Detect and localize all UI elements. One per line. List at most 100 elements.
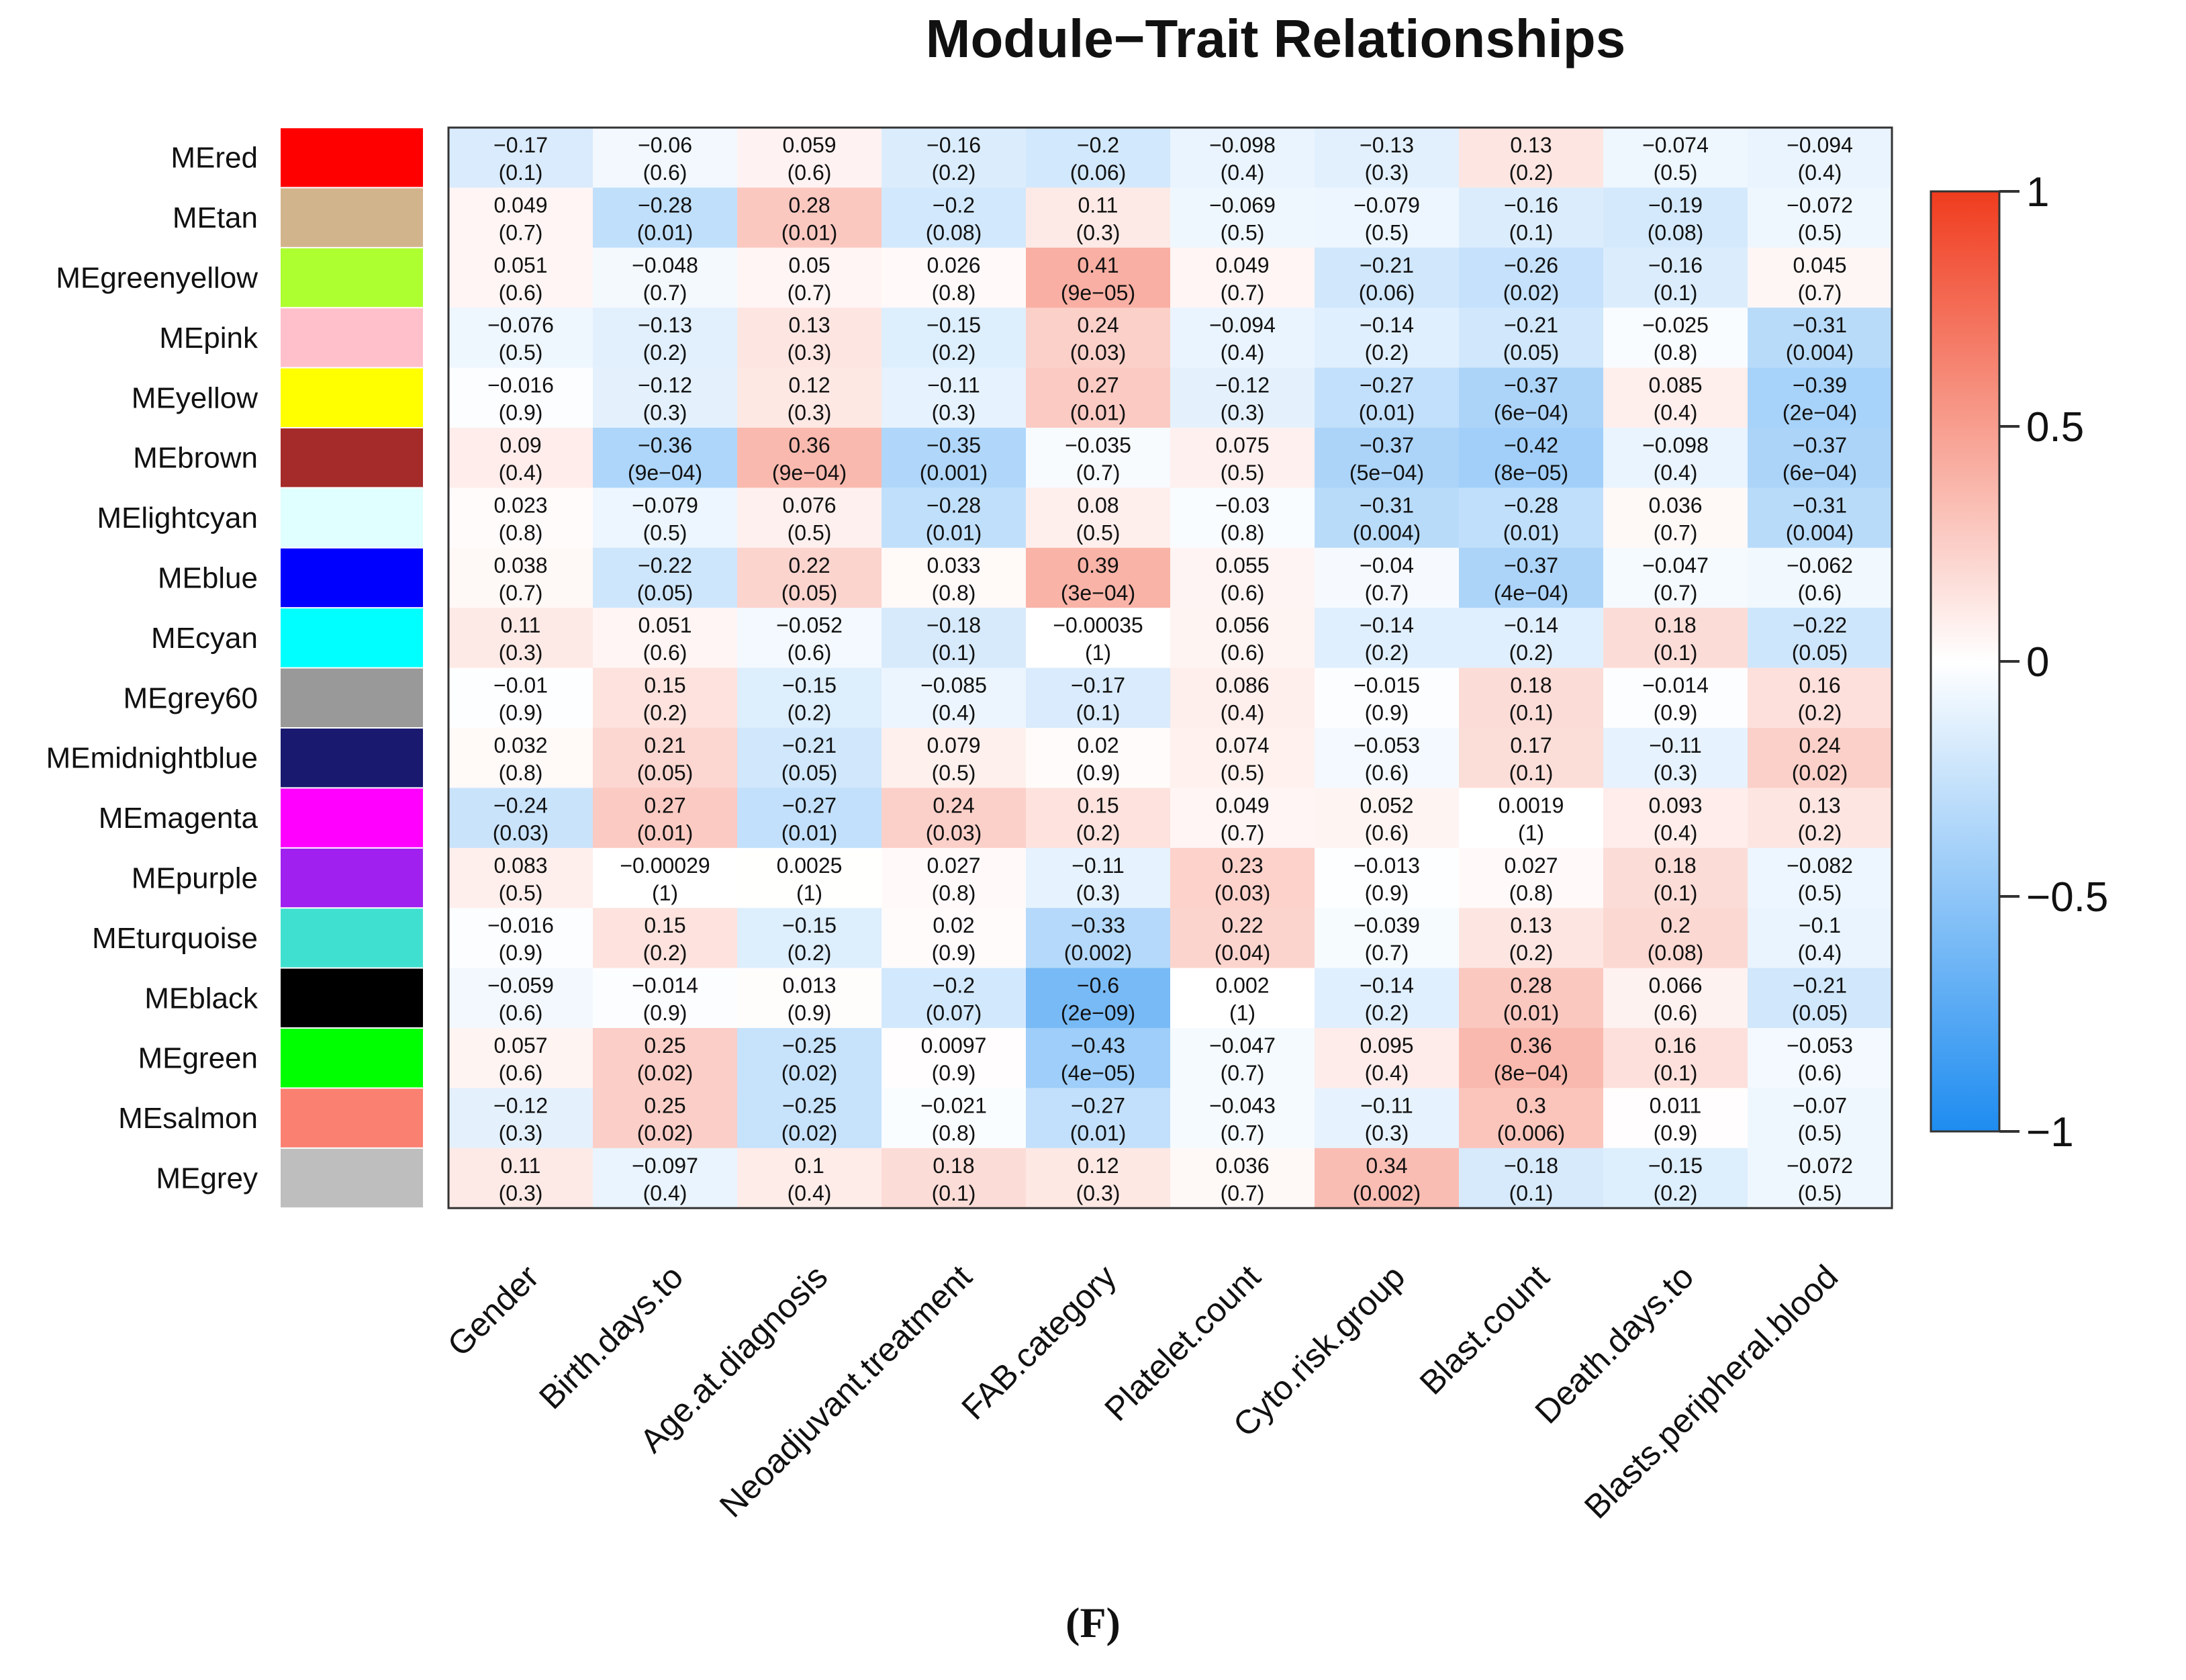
heatmap-cell: −0.053 (0.6) bbox=[1315, 728, 1460, 788]
cell-pvalue-label: (0.05) bbox=[781, 581, 838, 605]
cell-pvalue-label: (0.6) bbox=[643, 160, 687, 185]
cell-pvalue-label: (0.3) bbox=[1076, 220, 1121, 244]
heatmap-cell: −0.31 (0.004) bbox=[1315, 487, 1460, 549]
cell-pvalue-label: (0.2) bbox=[1509, 160, 1554, 185]
cell-pvalue-label: (0.4) bbox=[932, 701, 976, 725]
cell-fill bbox=[1603, 187, 1748, 248]
cell-fill bbox=[593, 547, 738, 608]
cell-correlation-label: −0.07 bbox=[1793, 1093, 1847, 1117]
cell-fill bbox=[593, 1088, 738, 1149]
cell-fill bbox=[593, 908, 738, 969]
cell-fill bbox=[1026, 847, 1171, 908]
row-color-swatches bbox=[281, 128, 423, 1208]
heatmap-cell: −0.016 (0.9) bbox=[448, 908, 593, 969]
heatmap-cell: −0.37 (5e−04) bbox=[1315, 428, 1460, 488]
cell-fill bbox=[882, 428, 1027, 488]
cell-correlation-label: −0.12 bbox=[493, 1093, 548, 1117]
row-label-MEpink: MEpink bbox=[159, 322, 258, 355]
cell-fill bbox=[1315, 968, 1460, 1029]
cell-fill bbox=[1748, 968, 1893, 1029]
cell-pvalue-label: (0.9) bbox=[499, 401, 543, 425]
cell-correlation-label: −0.17 bbox=[1071, 673, 1125, 698]
cell-fill bbox=[448, 667, 593, 729]
cell-pvalue-label: (2e−09) bbox=[1061, 1001, 1135, 1025]
cell-correlation-label: 0.15 bbox=[644, 673, 685, 698]
cell-correlation-label: 0.25 bbox=[644, 1033, 685, 1058]
cell-correlation-label: 0.057 bbox=[493, 1033, 547, 1058]
heatmap-cell: −0.22 (0.05) bbox=[593, 547, 738, 608]
cell-pvalue-label: (0.1) bbox=[1654, 881, 1698, 905]
cell-correlation-label: 0.038 bbox=[493, 553, 547, 577]
cell-correlation-label: 0.22 bbox=[1221, 913, 1263, 937]
heatmap-cell: −0.16 (0.1) bbox=[1459, 187, 1604, 248]
heatmap-cell: −0.37 (6e−04) bbox=[1748, 428, 1893, 488]
cell-fill bbox=[882, 908, 1027, 969]
heatmap-cell: −0.31 (0.004) bbox=[1748, 308, 1893, 369]
heatmap-cell: 0.083 (0.5) bbox=[448, 847, 593, 908]
heatmap-cell: −0.11 (0.3) bbox=[1315, 1088, 1460, 1149]
cell-correlation-label: −0.00035 bbox=[1053, 613, 1143, 637]
cell-pvalue-label: (0.2) bbox=[643, 701, 687, 725]
cell-pvalue-label: (0.08) bbox=[926, 220, 982, 244]
heatmap-cell: −0.072 (0.5) bbox=[1748, 1148, 1893, 1209]
cell-pvalue-label: (0.3) bbox=[788, 340, 832, 365]
cell-pvalue-label: (0.9) bbox=[1365, 701, 1409, 725]
cell-fill bbox=[882, 1148, 1027, 1209]
heatmap-cell: 0.18 (0.1) bbox=[1459, 667, 1604, 729]
cell-correlation-label: 0.095 bbox=[1360, 1033, 1413, 1058]
color-legend: 1 0.5 0 −0.5 −1 bbox=[1930, 169, 2108, 1156]
heatmap-cell: 0.36 (9e−04) bbox=[737, 428, 882, 488]
heatmap-cell: −0.17 (0.1) bbox=[1026, 667, 1171, 729]
cell-fill bbox=[1459, 728, 1604, 788]
column-label-Blasts.peripheral.blood: Blasts.peripheral.blood bbox=[1577, 1258, 1845, 1526]
heatmap-cell: −0.00029 (1) bbox=[593, 847, 738, 908]
heatmap-cell: −0.07 (0.5) bbox=[1748, 1088, 1893, 1149]
cell-pvalue-label: (0.06) bbox=[1359, 281, 1415, 305]
cell-correlation-label: −0.072 bbox=[1787, 1154, 1853, 1178]
heatmap-cell: 0.0025 (1) bbox=[737, 847, 882, 908]
cell-pvalue-label: (0.7) bbox=[499, 581, 543, 605]
cell-fill bbox=[1170, 667, 1315, 729]
cell-pvalue-label: (0.08) bbox=[1648, 220, 1704, 244]
cell-fill bbox=[1748, 187, 1893, 248]
cell-correlation-label: −0.013 bbox=[1353, 853, 1420, 878]
cell-correlation-label: 0.002 bbox=[1215, 974, 1269, 998]
heatmap-cell: 0.18 (0.1) bbox=[1603, 608, 1748, 669]
cell-correlation-label: 0.049 bbox=[1215, 253, 1269, 277]
heatmap-cell: −0.048 (0.7) bbox=[593, 247, 738, 308]
cell-correlation-label: 0.27 bbox=[1077, 373, 1119, 398]
cell-fill bbox=[1170, 487, 1315, 549]
cell-correlation-label: −0.11 bbox=[927, 373, 980, 398]
cell-fill bbox=[1170, 968, 1315, 1029]
cell-fill bbox=[737, 667, 882, 729]
cell-correlation-label: −0.11 bbox=[1072, 853, 1125, 878]
cell-pvalue-label: (4e−05) bbox=[1061, 1061, 1135, 1085]
heatmap-cell: −0.11 (0.3) bbox=[1603, 728, 1748, 788]
heatmap-cell: −0.31 (0.004) bbox=[1748, 487, 1893, 549]
cell-correlation-label: −0.15 bbox=[782, 673, 837, 698]
cell-fill bbox=[448, 847, 593, 908]
cell-pvalue-label: (0.5) bbox=[643, 520, 687, 545]
cell-pvalue-label: (0.2) bbox=[788, 941, 832, 965]
cell-fill bbox=[1748, 547, 1893, 608]
cell-pvalue-label: (0.01) bbox=[1503, 520, 1560, 545]
cell-pvalue-label: (0.9) bbox=[499, 941, 543, 965]
cell-fill bbox=[1170, 728, 1315, 788]
cell-fill bbox=[1026, 968, 1171, 1029]
cell-fill bbox=[593, 667, 738, 729]
cell-fill bbox=[1459, 367, 1604, 428]
chart-title: Module−Trait Relationships bbox=[926, 9, 1625, 68]
cell-fill bbox=[1603, 908, 1748, 969]
cell-fill bbox=[1459, 308, 1604, 369]
cell-fill bbox=[1603, 547, 1748, 608]
cell-pvalue-label: (0.6) bbox=[1221, 581, 1265, 605]
cell-fill bbox=[1748, 608, 1893, 669]
cell-correlation-label: −0.072 bbox=[1787, 193, 1853, 217]
row-label-MEblue: MEblue bbox=[158, 562, 258, 595]
cell-pvalue-label: (0.7) bbox=[1365, 941, 1409, 965]
cell-fill bbox=[1459, 428, 1604, 488]
cell-correlation-label: −0.062 bbox=[1787, 553, 1853, 577]
cell-pvalue-label: (0.3) bbox=[1365, 160, 1409, 185]
cell-fill bbox=[1603, 608, 1748, 669]
cell-correlation-label: 0.25 bbox=[644, 1093, 685, 1117]
